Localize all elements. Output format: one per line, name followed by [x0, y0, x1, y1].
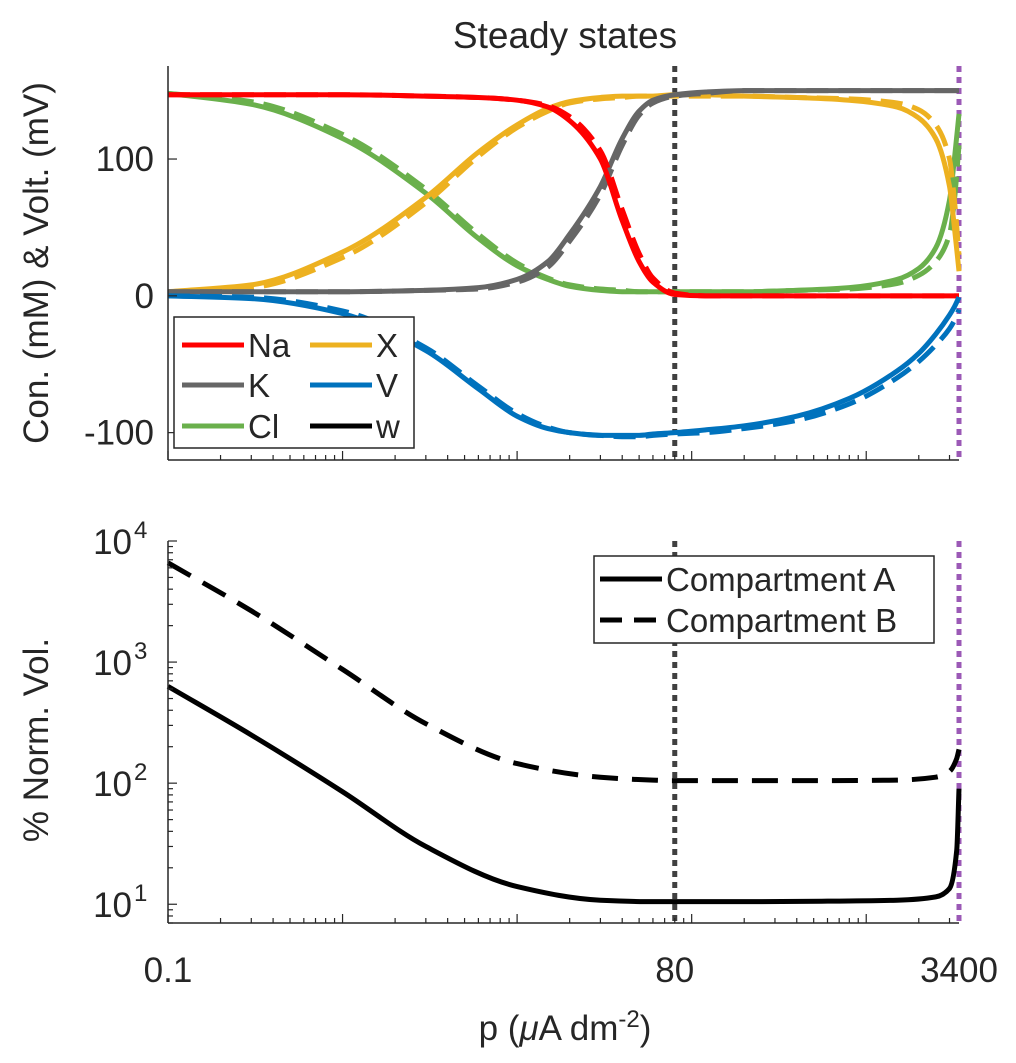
x-axis-label-mu: μ	[518, 1009, 538, 1048]
x-axis-label: p (μA dm-2)	[479, 1006, 652, 1048]
legend-label-w: w	[375, 408, 400, 445]
top-y-tick-label: -100	[84, 414, 154, 453]
bottom-y-tick-label: 10	[93, 886, 132, 925]
bottom-legend-box	[593, 555, 935, 644]
series-cl-dashed	[167, 90, 962, 295]
legend-label-cl: Cl	[248, 408, 279, 445]
top-panel: -100 0 100 Con. (mM) & Volt. (mV) Na X K V…	[17, 66, 962, 461]
top-y-axis-label: Con. (mM) & Volt. (mV)	[17, 82, 56, 444]
x-tick-label: 0.1	[144, 951, 193, 990]
series-x-dashed	[167, 93, 962, 295]
series-na-solid	[167, 92, 959, 299]
legend-label-compartment-b: Compartment B	[666, 602, 897, 639]
legend-label-compartment-a: Compartment A	[666, 561, 895, 598]
bottom-vertical-lines	[672, 541, 962, 923]
bottom-y-tick-label: 10	[93, 523, 132, 562]
x-axis-label-prefix: p (	[479, 1009, 520, 1048]
series-cl-solid	[167, 90, 962, 295]
top-y-tick-label: 0	[135, 277, 154, 316]
legend-label-k: K	[248, 367, 270, 404]
bottom-y-tick-label: 10	[93, 644, 132, 683]
bottom-y-tick-exponent: 1	[134, 880, 147, 907]
top-axes: -100 0 100	[84, 66, 959, 461]
x-axis-label-suffix: )	[640, 1009, 652, 1048]
bottom-y-tick-exponent: 3	[134, 638, 147, 665]
top-series-group	[167, 88, 962, 440]
top-legend: Na X K V Cl w	[173, 316, 415, 449]
series-k-solid	[167, 88, 959, 295]
legend-label-v: V	[376, 367, 398, 404]
x-axis-label-unit: A dm	[539, 1009, 619, 1048]
series-compartment-b	[166, 560, 962, 784]
series-v-dashed	[167, 293, 962, 440]
top-y-tick-label: 100	[96, 140, 154, 179]
bottom-y-axis-label: % Norm. Vol.	[17, 638, 56, 842]
x-axis-label-exponent: -2	[618, 1006, 639, 1033]
x-tick-label: 80	[655, 951, 694, 990]
series-na-dashed	[167, 92, 959, 299]
legend-label-x: X	[376, 327, 398, 364]
chart-title: Steady states	[453, 15, 677, 56]
series-compartment-a	[166, 684, 962, 905]
bottom-y-tick-exponent: 2	[134, 759, 147, 786]
series-x-solid	[167, 92, 962, 295]
x-tick-label: 3400	[920, 951, 998, 990]
bottom-legend: Compartment A Compartment B	[593, 555, 935, 644]
bottom-y-tick-label: 10	[93, 765, 132, 804]
legend-label-na: Na	[248, 327, 291, 364]
series-k-dashed	[167, 88, 959, 295]
top-vertical-lines	[672, 66, 962, 460]
bottom-series-group	[166, 560, 962, 905]
bottom-y-tick-exponent: 4	[134, 517, 147, 544]
